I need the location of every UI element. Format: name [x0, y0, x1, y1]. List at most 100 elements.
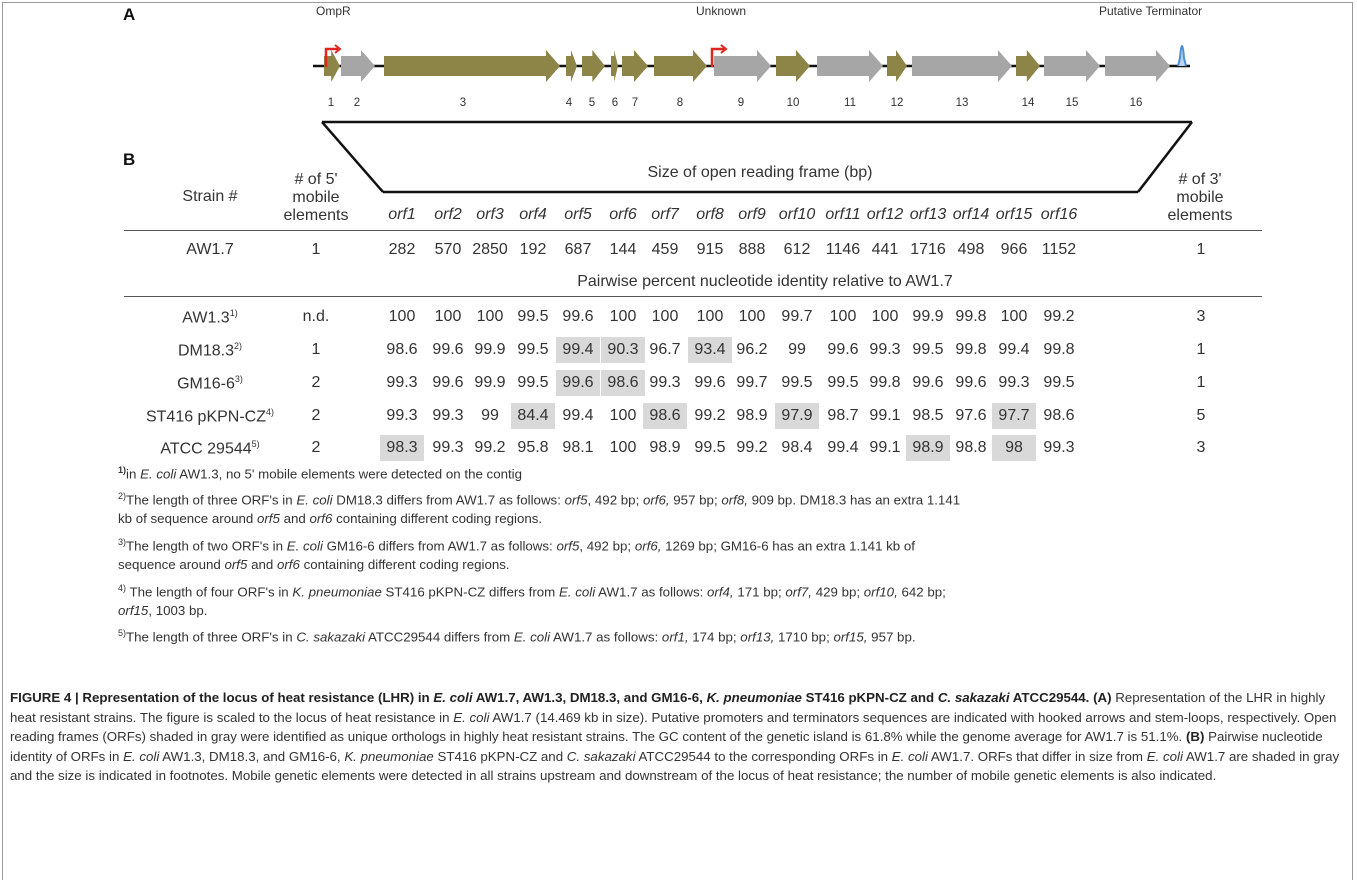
- strain-header: Strain #: [182, 188, 238, 205]
- identity-value: 99.9: [474, 341, 506, 358]
- identity-value: 99.5: [781, 374, 813, 391]
- header-rule: [124, 230, 1262, 231]
- orf-column-header: orf10: [778, 206, 816, 223]
- gene-arrow-7: [622, 50, 648, 82]
- identity-value: 100: [871, 308, 899, 325]
- identity-value: 99.6: [432, 341, 464, 358]
- gene-arrow-15: [1044, 50, 1100, 82]
- orf-number: 9: [737, 97, 745, 109]
- gene-arrow-1: [324, 50, 340, 82]
- reference-five-prime: 1: [311, 241, 321, 258]
- shaded-cell: [380, 435, 424, 461]
- identity-value: 98.3: [386, 439, 418, 456]
- strain-footnote-marker: 4): [266, 407, 275, 417]
- gene-arrow-14: [1016, 50, 1040, 82]
- strain-name: DM18.32): [178, 341, 242, 360]
- identity-value: 95.8: [517, 439, 549, 456]
- five-prime-count: 2: [311, 374, 321, 391]
- promoter-arrow-unknown: [710, 47, 724, 67]
- reference-orf-size: 144: [609, 241, 637, 258]
- identity-value: 98: [1005, 439, 1023, 456]
- figure-caption: FIGURE 4 | Representation of the locus o…: [10, 690, 1340, 783]
- identity-value: 100: [829, 308, 857, 325]
- identity-value: 96.7: [649, 341, 681, 358]
- terminator-stem-loop: [1177, 45, 1187, 67]
- strain-label: AW1.3: [182, 309, 230, 327]
- reference-orf-size: 687: [564, 241, 592, 258]
- identity-value: 99.5: [694, 439, 726, 456]
- strain-name: GM16-63): [177, 374, 243, 393]
- strain-footnote-marker: 5): [251, 439, 260, 449]
- scale-trapezoid: [321, 120, 1193, 194]
- reference-orf-size: 1152: [1041, 241, 1077, 258]
- identity-value: 84.4: [517, 407, 549, 424]
- gene-arrow-10: [776, 50, 810, 82]
- identity-value: 99.3: [869, 341, 901, 358]
- shaded-cell: [906, 435, 950, 461]
- identity-value: 100: [609, 439, 637, 456]
- strain-name: ATCC 295445): [160, 439, 259, 458]
- identity-value: 98.6: [649, 407, 681, 424]
- five-prime-count: 1: [311, 341, 321, 358]
- identity-value: 99.3: [432, 407, 464, 424]
- identity-value: 100: [476, 308, 504, 325]
- orf-number: 8: [676, 97, 684, 109]
- three-prime-header: # of 3' mobile elements: [1167, 171, 1233, 224]
- reference-orf-size: 192: [519, 241, 547, 258]
- orf-number: 4: [565, 97, 573, 109]
- identity-value: 100: [609, 407, 637, 424]
- reference-orf-size: 459: [651, 241, 679, 258]
- reference-orf-size: 2850: [472, 241, 508, 258]
- gene-arrow-16: [1105, 50, 1170, 82]
- shaded-cell: [992, 435, 1036, 461]
- identity-value: 99.6: [562, 374, 594, 391]
- identity-value: 99.5: [517, 341, 549, 358]
- three-prime-count: 3: [1196, 308, 1206, 325]
- three-prime-count: 1: [1196, 341, 1206, 358]
- five-prime-count: n.d.: [302, 308, 330, 325]
- identity-value: 99.6: [562, 308, 594, 325]
- shaded-cell: [556, 337, 600, 363]
- orf-column-header: orf14: [952, 206, 990, 223]
- identity-value: 98.9: [736, 407, 768, 424]
- reference-orf-size: 441: [871, 241, 899, 258]
- gene-arrow-12: [887, 50, 907, 82]
- identity-value: 99.8: [1043, 341, 1075, 358]
- reference-orf-size: 498: [957, 241, 985, 258]
- identity-value: 98.6: [1043, 407, 1075, 424]
- identity-value: 99.6: [827, 341, 859, 358]
- orf-number: 11: [844, 97, 856, 109]
- terminator-label: Putative Terminator: [1099, 4, 1203, 18]
- orf-number: 6: [611, 97, 619, 109]
- identity-value: 99.3: [649, 374, 681, 391]
- gene-arrow-2: [341, 50, 375, 82]
- identity-value: 98.5: [912, 407, 944, 424]
- identity-value: 99.6: [955, 374, 987, 391]
- identity-value: 99.1: [869, 439, 901, 456]
- gene-arrow-3: [384, 50, 560, 82]
- identity-value: 99.3: [432, 439, 464, 456]
- identity-value: 99.9: [912, 308, 944, 325]
- three-prime-count: 5: [1196, 407, 1206, 424]
- orf-number: 5: [588, 97, 596, 109]
- gene-arrow-8: [654, 50, 707, 82]
- orf-number: 12: [890, 97, 904, 109]
- identity-value: 99.6: [432, 374, 464, 391]
- reference-orf-size: 1146: [825, 241, 861, 258]
- orf-column-header: orf1: [388, 206, 416, 223]
- identity-value: 98.6: [386, 341, 418, 358]
- identity-value: 96.2: [736, 341, 768, 358]
- strain-label: ATCC 29544: [160, 440, 252, 458]
- identity-value: 98.9: [912, 439, 944, 456]
- identity-value: 98.6: [607, 374, 639, 391]
- footnote-1: 1)in E. coli AW1.3, no 5' mobile element…: [118, 465, 523, 482]
- identity-value: 99.4: [827, 439, 859, 456]
- orf-column-header: orf11: [825, 206, 861, 223]
- orf-column-header: orf15: [995, 206, 1033, 223]
- identity-value: 99.8: [955, 341, 987, 358]
- identity-value: 99.3: [386, 407, 418, 424]
- strain-label: DM18.3: [177, 342, 235, 360]
- five-prime-count: 2: [311, 407, 321, 424]
- identity-value: 100: [651, 308, 679, 325]
- identity-value: 99.6: [912, 374, 944, 391]
